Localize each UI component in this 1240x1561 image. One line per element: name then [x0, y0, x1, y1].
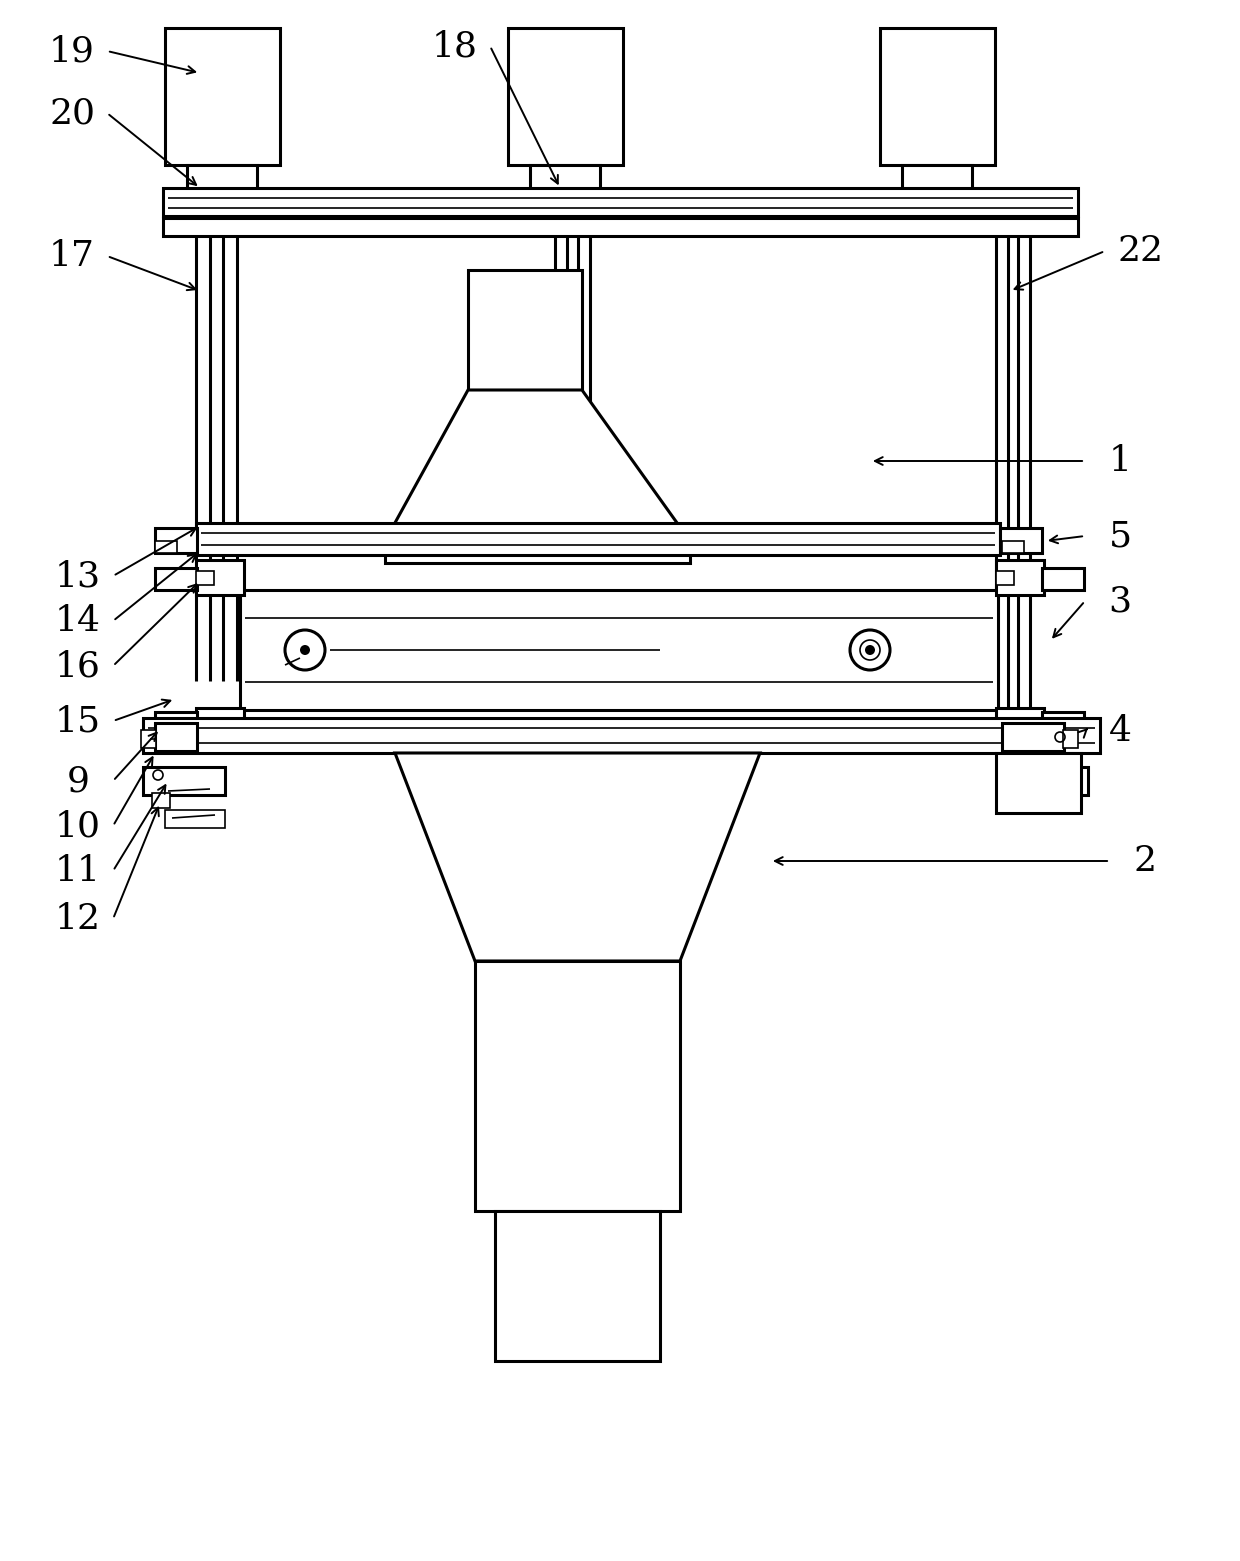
- Bar: [996, 571, 1014, 585]
- Text: 5: 5: [1109, 518, 1132, 553]
- Circle shape: [300, 645, 310, 656]
- Text: 20: 20: [50, 95, 95, 130]
- Text: 17: 17: [50, 239, 95, 273]
- Bar: [162, 219, 1078, 236]
- Bar: [475, 962, 680, 1211]
- Bar: [1063, 731, 1078, 748]
- Bar: [508, 28, 622, 165]
- Text: 11: 11: [55, 854, 100, 888]
- Bar: [495, 1211, 660, 1361]
- Bar: [155, 568, 197, 590]
- Text: 2: 2: [1133, 845, 1157, 877]
- Text: 22: 22: [1117, 234, 1163, 268]
- Bar: [1042, 712, 1084, 732]
- Bar: [165, 810, 224, 827]
- Bar: [187, 165, 257, 194]
- Bar: [141, 731, 156, 748]
- Bar: [1002, 542, 1024, 553]
- Bar: [155, 528, 197, 553]
- Bar: [143, 766, 224, 795]
- Bar: [196, 571, 215, 585]
- Polygon shape: [396, 752, 760, 962]
- Text: 12: 12: [55, 902, 100, 937]
- Bar: [153, 793, 170, 809]
- Text: 13: 13: [55, 559, 102, 593]
- Bar: [165, 28, 280, 165]
- Bar: [880, 28, 994, 165]
- Bar: [155, 712, 197, 732]
- Bar: [1042, 568, 1084, 590]
- Text: 9: 9: [67, 763, 89, 798]
- Bar: [162, 187, 1078, 215]
- Bar: [901, 165, 972, 194]
- Bar: [155, 542, 177, 553]
- Bar: [467, 270, 582, 390]
- Text: 18: 18: [432, 30, 477, 62]
- Bar: [384, 542, 689, 564]
- Bar: [999, 528, 1042, 553]
- Text: 19: 19: [50, 34, 95, 69]
- Text: 1: 1: [1109, 443, 1131, 478]
- Bar: [143, 718, 1100, 752]
- Bar: [996, 709, 1044, 738]
- Bar: [1040, 793, 1068, 809]
- Bar: [196, 523, 999, 556]
- Bar: [1002, 723, 1064, 751]
- Bar: [1008, 766, 1087, 795]
- Circle shape: [866, 645, 875, 656]
- Bar: [241, 590, 998, 710]
- Bar: [155, 723, 197, 751]
- Text: 14: 14: [55, 604, 100, 638]
- Bar: [529, 165, 600, 194]
- Bar: [196, 560, 244, 595]
- Text: 4: 4: [1109, 713, 1131, 748]
- Text: 15: 15: [55, 704, 102, 738]
- Bar: [196, 709, 244, 738]
- Text: 16: 16: [55, 649, 100, 684]
- Text: 3: 3: [1109, 584, 1132, 618]
- Bar: [996, 752, 1081, 813]
- Text: 10: 10: [55, 809, 100, 843]
- Bar: [996, 560, 1044, 595]
- Polygon shape: [384, 390, 689, 542]
